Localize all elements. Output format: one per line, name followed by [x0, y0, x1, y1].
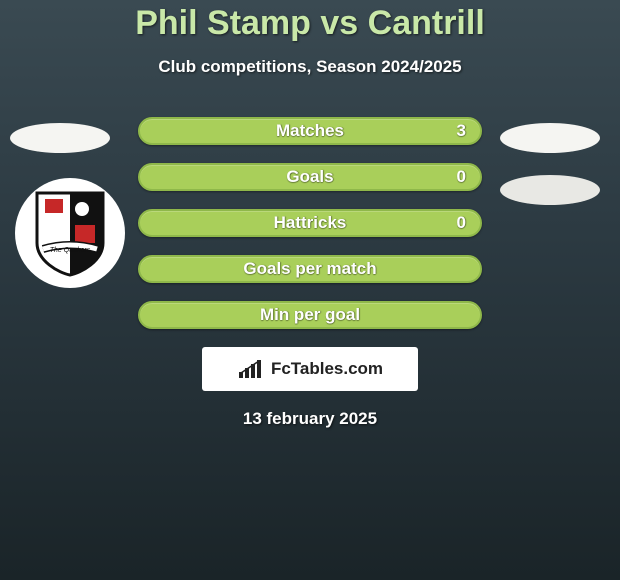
- player-avatar-right: [500, 123, 600, 153]
- branding-text: FcTables.com: [271, 359, 383, 379]
- stat-bar: Matches 3: [138, 117, 482, 145]
- stat-bar: Goals per match: [138, 255, 482, 283]
- stat-label: Goals per match: [243, 259, 376, 279]
- stat-bar: Hattricks 0: [138, 209, 482, 237]
- player-avatar-right-secondary: [500, 175, 600, 205]
- bars-chart-icon: [237, 358, 265, 380]
- stat-label: Min per goal: [260, 305, 360, 325]
- stat-value: 0: [457, 213, 466, 233]
- stats-bars: Matches 3 Goals 0 Hattricks 0 Goals per …: [138, 117, 482, 329]
- svg-text:The Quakers: The Quakers: [50, 247, 91, 254]
- branding-box: FcTables.com: [202, 347, 418, 391]
- page-title: Phil Stamp vs Cantrill: [0, 0, 620, 43]
- club-badge-left: The Quakers: [15, 178, 125, 288]
- stat-bar: Goals 0: [138, 163, 482, 191]
- stat-label: Hattricks: [274, 213, 347, 233]
- stat-value: 0: [457, 167, 466, 187]
- stat-label: Goals: [286, 167, 333, 187]
- stat-label: Matches: [276, 121, 344, 141]
- snapshot-date: 13 february 2025: [0, 409, 620, 429]
- stat-bar: Min per goal: [138, 301, 482, 329]
- player-avatar-left: [10, 123, 110, 153]
- shield-icon: The Quakers: [33, 189, 107, 277]
- subtitle: Club competitions, Season 2024/2025: [0, 57, 620, 77]
- stat-value: 3: [457, 121, 466, 141]
